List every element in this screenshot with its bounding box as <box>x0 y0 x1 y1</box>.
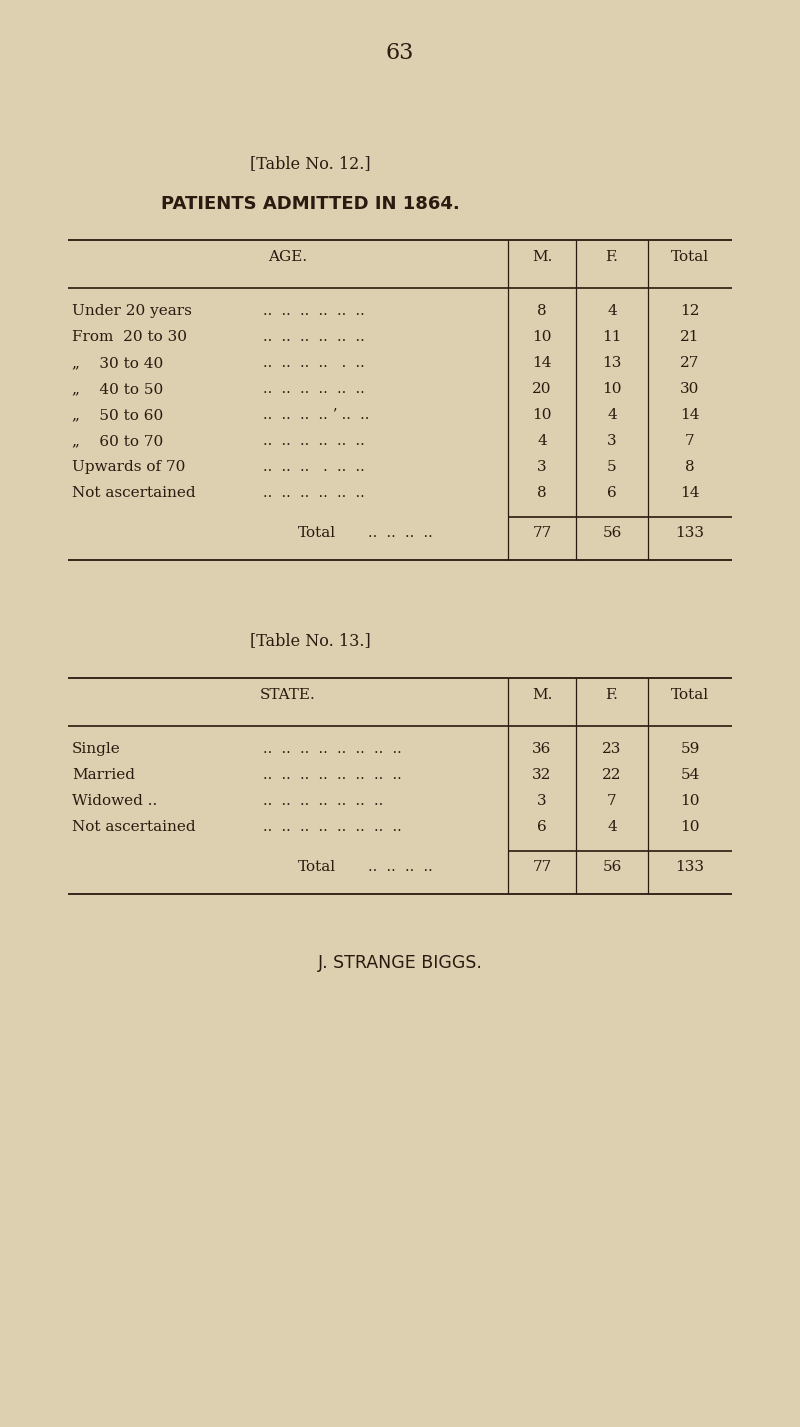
Text: 133: 133 <box>675 860 705 873</box>
Text: „    40 to 50: „ 40 to 50 <box>72 382 163 397</box>
Text: ..  ..  ..  ..: .. .. .. .. <box>368 527 433 539</box>
Text: 7: 7 <box>685 434 695 448</box>
Text: Upwards of 70: Upwards of 70 <box>72 459 186 474</box>
Text: 3: 3 <box>537 793 547 808</box>
Text: Single: Single <box>72 742 121 756</box>
Text: „    50 to 60: „ 50 to 60 <box>72 408 163 422</box>
Text: F.: F. <box>606 250 618 264</box>
Text: 4: 4 <box>607 408 617 422</box>
Text: PATIENTS ADMITTED IN 1864.: PATIENTS ADMITTED IN 1864. <box>161 195 459 213</box>
Text: 5: 5 <box>607 459 617 474</box>
Text: ..  ..  ..  ..  ..  ..: .. .. .. .. .. .. <box>263 330 365 344</box>
Text: 6: 6 <box>607 487 617 499</box>
Text: 30: 30 <box>680 382 700 397</box>
Text: 4: 4 <box>607 304 617 318</box>
Text: „    30 to 40: „ 30 to 40 <box>72 355 163 370</box>
Text: AGE.: AGE. <box>269 250 307 264</box>
Text: M.: M. <box>532 688 552 702</box>
Text: 27: 27 <box>680 355 700 370</box>
Text: M.: M. <box>532 250 552 264</box>
Text: Under 20 years: Under 20 years <box>72 304 192 318</box>
Text: 11: 11 <box>602 330 622 344</box>
Text: 54: 54 <box>680 768 700 782</box>
Text: ..  ..  ..  ..  ..  ..: .. .. .. .. .. .. <box>263 434 365 448</box>
Text: 36: 36 <box>532 742 552 756</box>
Text: 77: 77 <box>532 860 552 873</box>
Text: ..  ..  ..  ..  ..  ..  ..  ..: .. .. .. .. .. .. .. .. <box>263 742 402 756</box>
Text: ..  ..  ..  ..  ..  ..: .. .. .. .. .. .. <box>263 487 365 499</box>
Text: 77: 77 <box>532 527 552 539</box>
Text: J. STRANGE BIGGS.: J. STRANGE BIGGS. <box>318 955 482 972</box>
Text: „    60 to 70: „ 60 to 70 <box>72 434 163 448</box>
Text: Not ascertained: Not ascertained <box>72 487 196 499</box>
Text: 22: 22 <box>602 768 622 782</box>
Text: ..  ..  ..  ..: .. .. .. .. <box>368 860 433 873</box>
Text: 63: 63 <box>386 41 414 64</box>
Text: 7: 7 <box>607 793 617 808</box>
Text: 14: 14 <box>532 355 552 370</box>
Text: ..  ..  ..  ..  ..  ..: .. .. .. .. .. .. <box>263 382 365 397</box>
Text: [Table No. 12.]: [Table No. 12.] <box>250 156 370 173</box>
Text: 3: 3 <box>537 459 547 474</box>
Text: 3: 3 <box>607 434 617 448</box>
Text: STATE.: STATE. <box>260 688 316 702</box>
Text: Married: Married <box>72 768 135 782</box>
Text: 10: 10 <box>680 821 700 833</box>
Text: 21: 21 <box>680 330 700 344</box>
Text: Total: Total <box>298 860 336 873</box>
Text: Total: Total <box>671 250 709 264</box>
Text: ..  ..  ..  ..   .  ..: .. .. .. .. . .. <box>263 355 365 370</box>
Text: F.: F. <box>606 688 618 702</box>
Text: From  20 to 30: From 20 to 30 <box>72 330 187 344</box>
Text: [Table No. 13.]: [Table No. 13.] <box>250 632 370 649</box>
Text: 20: 20 <box>532 382 552 397</box>
Text: ..  ..  ..   .  ..  ..: .. .. .. . .. .. <box>263 459 365 474</box>
Text: ..  ..  ..  .. ʼ ..  ..: .. .. .. .. ʼ .. .. <box>263 408 370 422</box>
Text: 56: 56 <box>602 860 622 873</box>
Text: 13: 13 <box>602 355 622 370</box>
Text: 4: 4 <box>607 821 617 833</box>
Text: ..  ..  ..  ..  ..  ..: .. .. .. .. .. .. <box>263 304 365 318</box>
Text: 8: 8 <box>537 304 547 318</box>
Text: 10: 10 <box>532 408 552 422</box>
Text: 23: 23 <box>602 742 622 756</box>
Text: 8: 8 <box>685 459 695 474</box>
Text: 6: 6 <box>537 821 547 833</box>
Text: 12: 12 <box>680 304 700 318</box>
Text: 10: 10 <box>680 793 700 808</box>
Text: ..  ..  ..  ..  ..  ..  ..  ..: .. .. .. .. .. .. .. .. <box>263 768 402 782</box>
Text: 10: 10 <box>602 382 622 397</box>
Text: Total: Total <box>298 527 336 539</box>
Text: ..  ..  ..  ..  ..  ..  ..: .. .. .. .. .. .. .. <box>263 793 383 808</box>
Text: Not ascertained: Not ascertained <box>72 821 196 833</box>
Text: 14: 14 <box>680 408 700 422</box>
Text: ..  ..  ..  ..  ..  ..  ..  ..: .. .. .. .. .. .. .. .. <box>263 821 402 833</box>
Text: Widowed ..: Widowed .. <box>72 793 158 808</box>
Text: Total: Total <box>671 688 709 702</box>
Text: 32: 32 <box>532 768 552 782</box>
Text: 14: 14 <box>680 487 700 499</box>
Text: 56: 56 <box>602 527 622 539</box>
Text: 4: 4 <box>537 434 547 448</box>
Text: 133: 133 <box>675 527 705 539</box>
Text: 8: 8 <box>537 487 547 499</box>
Text: 10: 10 <box>532 330 552 344</box>
Text: 59: 59 <box>680 742 700 756</box>
